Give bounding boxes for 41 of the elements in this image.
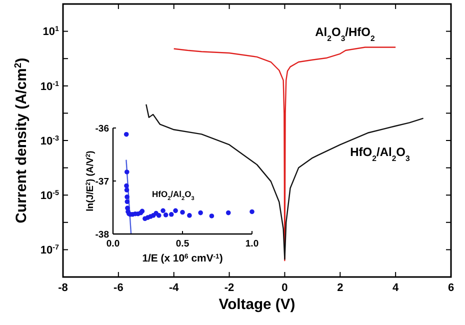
point xyxy=(124,194,130,200)
y-tick-label: 10$^{-5}$ xyxy=(40,188,60,202)
point xyxy=(124,170,130,174)
x-tick-label: -8 xyxy=(58,282,68,294)
x-axis-title: 1/E (x 10$^{6}$ cmV$^{-1}$) xyxy=(142,253,223,265)
point xyxy=(180,210,185,215)
point xyxy=(226,210,231,216)
x-tick-label: 0.5 xyxy=(176,238,190,250)
point xyxy=(209,214,214,218)
y-tick-label: -36 xyxy=(95,123,109,134)
series-label: Al$_{2}$O$_{3}$/HfO$_{2}$ xyxy=(315,25,376,42)
x-tick-label: -6 xyxy=(114,282,124,294)
x-tick-label: 1.0 xyxy=(245,238,259,250)
point xyxy=(250,209,254,214)
point xyxy=(160,208,166,214)
point xyxy=(124,132,129,137)
point xyxy=(173,208,178,214)
x-tick-label: 6 xyxy=(448,282,454,294)
series-label: HfO$_{2}$/Al$_{2}$O$_{3}$ xyxy=(350,145,411,162)
point xyxy=(124,188,130,192)
point xyxy=(198,210,203,216)
point xyxy=(124,199,130,204)
y-tick-label: 10$^{-1}$ xyxy=(40,80,60,93)
x-tick-label: 2 xyxy=(337,282,344,294)
x-tick-label: -2 xyxy=(224,282,234,294)
point xyxy=(156,213,162,218)
series-label: HfO$_{2}$/Al$_{2}$O$_{3}$ xyxy=(152,189,194,202)
y-tick-label: 10$^{-7}$ xyxy=(40,244,60,257)
point xyxy=(124,183,129,188)
x-tick-label: 4 xyxy=(392,282,400,294)
x-tick-label: 0.0 xyxy=(106,238,120,250)
y-tick-label: -38 xyxy=(95,229,109,240)
point xyxy=(163,212,168,218)
x-tick-label: 0 xyxy=(282,282,288,294)
point xyxy=(187,213,192,218)
x-axis-title: Voltage (V) xyxy=(218,296,296,313)
y-tick-label: 10$^{-3}$ xyxy=(40,134,60,148)
point xyxy=(168,212,174,217)
x-tick-label: -4 xyxy=(168,282,180,294)
y-tick-label: 10$^{1}$ xyxy=(42,25,60,38)
y-tick-label: -37 xyxy=(95,176,109,188)
